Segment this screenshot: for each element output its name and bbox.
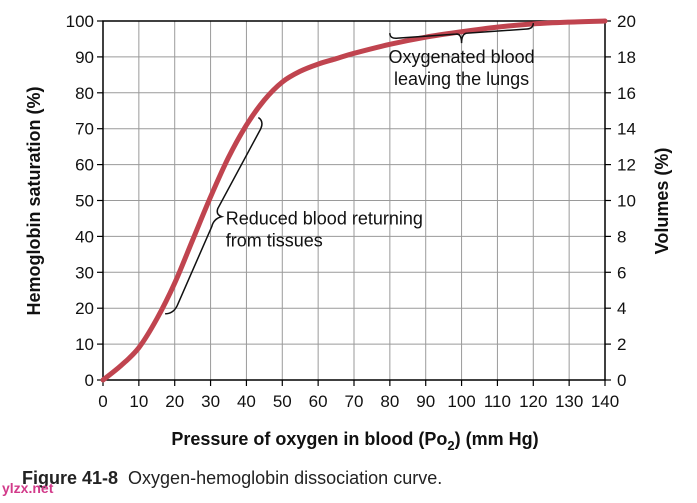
y-tick-label: 20 [75, 299, 94, 318]
y2-tick-label: 18 [617, 48, 636, 67]
y-tick-label: 40 [75, 227, 94, 246]
x-tick-label: 60 [309, 392, 328, 411]
y2-tick-label: 16 [617, 84, 636, 103]
watermark: ylzx.net [2, 480, 54, 496]
y-tick-label: 0 [85, 371, 94, 390]
x-tick-label: 140 [591, 392, 619, 411]
dissociation-curve [100, 18, 608, 383]
y-tick-label: 10 [75, 335, 94, 354]
x-axis-title: Pressure of oxygen in blood (Po2) (mm Hg… [171, 429, 538, 453]
y2-axis-ticks: 0 2 4 6 8 10 12 14 16 18 20 [605, 12, 636, 390]
y2-tick-label: 20 [617, 12, 636, 31]
reduced-label: Reduced blood returning from tissues [226, 209, 423, 251]
y2-tick-label: 14 [617, 120, 636, 139]
y-tick-label: 70 [75, 120, 94, 139]
oxygenated-label: Oxygenated blood leaving the lungs [389, 47, 535, 89]
y-tick-label: 50 [75, 192, 94, 211]
y-tick-label: 100 [66, 12, 94, 31]
x-tick-label: 50 [273, 392, 292, 411]
dissociation-chart: 0 10 20 30 40 50 60 70 80 90 100 110 120 130 140 01020… [24, 12, 672, 453]
y2-tick-label: 10 [617, 192, 636, 211]
y-axis-ticks: 0 10 20 30 40 50 60 70 80 90 100 [66, 12, 103, 390]
x-tick-label: 80 [380, 392, 399, 411]
y-tick-label: 90 [75, 48, 94, 67]
caption-text: Oxygen-hemoglobin dissociation curve. [128, 468, 443, 488]
figure-label: Figure 41-8 [22, 468, 119, 488]
y2-tick-label: 8 [617, 227, 626, 246]
annotations: Oxygenated blood leaving the lungs Reduced… [165, 23, 535, 315]
y2-axis-title: Volumes (%) [652, 148, 672, 255]
y-axis-title: Hemoglobin saturation (%) [24, 86, 44, 315]
y2-tick-label: 0 [617, 371, 626, 390]
x-tick-label: 30 [201, 392, 220, 411]
y2-tick-label: 6 [617, 263, 626, 282]
x-tick-label: 0 [98, 392, 107, 411]
y2-tick-label: 12 [617, 156, 636, 175]
reduced-bracket [165, 116, 263, 315]
x-tick-label: 10 [129, 392, 148, 411]
x-tick-label: 100 [447, 392, 475, 411]
grid [103, 21, 605, 380]
x-tick-label: 110 [484, 392, 511, 411]
y-tick-label: 30 [75, 263, 94, 282]
x-axis-ticks: 0 10 20 30 40 50 60 70 80 90 100 110 120 130 140 [98, 380, 619, 411]
y-tick-label: 60 [75, 156, 94, 175]
y-tick-label: 80 [75, 84, 94, 103]
x-tick-label: 40 [237, 392, 256, 411]
y2-tick-label: 2 [617, 335, 626, 354]
figure-caption: Figure 41-8 Oxygen-hemoglobin dissociati… [22, 468, 442, 489]
x-tick-label: 70 [345, 392, 364, 411]
oxygenated-bracket [389, 23, 535, 44]
x-tick-label: 20 [165, 392, 184, 411]
x-tick-label: 130 [555, 392, 583, 411]
y2-tick-label: 4 [617, 299, 626, 318]
x-tick-label: 120 [519, 392, 547, 411]
x-tick-label: 90 [416, 392, 435, 411]
